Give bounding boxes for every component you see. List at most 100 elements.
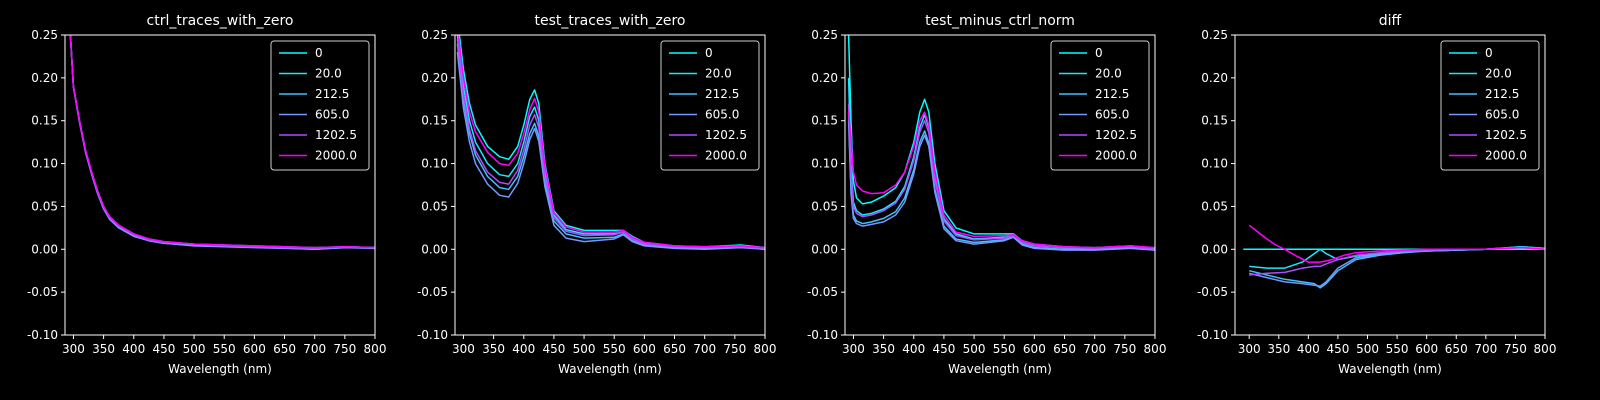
- x-tick-label: 450: [1326, 342, 1349, 356]
- x-tick-label: 300: [62, 342, 85, 356]
- legend-entry: 20.0: [315, 67, 342, 81]
- y-tick-label: 0.00: [421, 242, 448, 256]
- panel-title: test_traces_with_zero: [535, 13, 686, 29]
- x-tick-label: 800: [754, 342, 777, 356]
- axes-frame: [844, 34, 1156, 336]
- x-tick-label: 400: [902, 342, 925, 356]
- x-tick-label: 650: [273, 342, 296, 356]
- x-tick-label: 350: [92, 342, 115, 356]
- x-tick-label: 450: [152, 342, 175, 356]
- y-tick-label: 0.25: [1201, 28, 1228, 42]
- plot-area: [456, 35, 765, 251]
- axes-frame: [454, 34, 766, 336]
- legend-entry: 0: [1485, 46, 1493, 60]
- legend-entry: 1202.5: [315, 128, 357, 142]
- x-tick-label: 350: [872, 342, 895, 356]
- panel-test-minus-ctrl: test_minus_ctrl_norm -0.10 -0.05 0.00 0.05 0…: [807, 13, 1167, 376]
- legend-entry: 212.5: [705, 87, 739, 101]
- y-tick-label: 0.25: [421, 28, 448, 42]
- y-tick-label: 0.10: [811, 157, 838, 171]
- plot-area: [847, 35, 1155, 251]
- x-tick-label: 600: [633, 342, 656, 356]
- x-tick-label: 400: [1297, 342, 1320, 356]
- y-tick-label: -0.05: [27, 285, 58, 299]
- legend-entry: 2000.0: [1095, 149, 1137, 163]
- legend-entry: 20.0: [705, 67, 732, 81]
- legend-entry: 0: [705, 46, 713, 60]
- y-tick-label: -0.10: [27, 328, 58, 342]
- legend-entry: 212.5: [315, 87, 349, 101]
- axis-ticks: -0.10 -0.05 0.00 0.05 0.10 0.15 0.20 0.25 300 350…: [417, 28, 777, 356]
- legend-entry: 20.0: [1095, 67, 1122, 81]
- x-tick-label: 500: [963, 342, 986, 356]
- x-tick-label: 700: [303, 342, 326, 356]
- legend: 0 20.0 212.5 605.0 1202.5 2000.0: [1050, 40, 1150, 171]
- panel-ctrl-traces: ctrl_traces_with_zero -0.10 -0.05 0.00 0.05…: [27, 13, 387, 376]
- plot-area: [1243, 224, 1545, 289]
- legend-entry: 1202.5: [705, 128, 747, 142]
- legend-entry: 605.0: [1485, 108, 1519, 122]
- y-tick-label: 0.10: [421, 157, 448, 171]
- x-tick-label: 550: [603, 342, 626, 356]
- y-tick-label: 0.10: [1201, 157, 1228, 171]
- x-axis-label: Wavelength (nm): [948, 362, 1052, 376]
- y-tick-label: 0.25: [31, 28, 58, 42]
- x-axis-label: Wavelength (nm): [168, 362, 272, 376]
- y-tick-label: 0.00: [1201, 242, 1228, 256]
- x-tick-label: 350: [482, 342, 505, 356]
- y-tick-label: 0.15: [31, 114, 58, 128]
- legend-entry: 1202.5: [1485, 128, 1527, 142]
- x-tick-label: 750: [333, 342, 356, 356]
- x-tick-label: 750: [1504, 342, 1527, 356]
- panel-title: test_minus_ctrl_norm: [925, 13, 1075, 29]
- panel-diff: diff -0.10 -0.05 0.00 0.05 0.10 0.15 0.20 0.25 3…: [1197, 13, 1557, 376]
- legend: 0 20.0 212.5 605.0 1202.5 2000.0: [660, 40, 760, 171]
- x-tick-label: 650: [1053, 342, 1076, 356]
- x-tick-label: 500: [1356, 342, 1379, 356]
- x-tick-label: 600: [1023, 342, 1046, 356]
- y-tick-label: 0.15: [811, 114, 838, 128]
- x-tick-label: 650: [663, 342, 686, 356]
- axis-ticks: -0.10 -0.05 0.00 0.05 0.10 0.15 0.20 0.25 300 350…: [1197, 28, 1557, 356]
- x-tick-label: 400: [122, 342, 145, 356]
- x-tick-label: 300: [842, 342, 865, 356]
- x-tick-label: 700: [693, 342, 716, 356]
- legend-entry: 20.0: [1485, 67, 1512, 81]
- y-tick-label: 0.05: [811, 199, 838, 213]
- panel-test-traces: test_traces_with_zero -0.10 -0.05 0.00 0.05…: [417, 13, 777, 376]
- legend-entry: 605.0: [705, 108, 739, 122]
- y-tick-label: -0.05: [417, 285, 448, 299]
- x-tick-label: 400: [512, 342, 535, 356]
- x-tick-label: 800: [364, 342, 387, 356]
- legend-entry: 605.0: [315, 108, 349, 122]
- series-line-3: [847, 120, 1155, 251]
- y-tick-label: -0.05: [1197, 285, 1228, 299]
- y-tick-label: 0.20: [1201, 71, 1228, 85]
- x-tick-label: 800: [1534, 342, 1557, 356]
- legend-entry: 1202.5: [1095, 128, 1137, 142]
- legend-entry: 212.5: [1485, 87, 1519, 101]
- y-tick-label: -0.10: [417, 328, 448, 342]
- panel-title: ctrl_traces_with_zero: [147, 13, 294, 29]
- series-line-2: [847, 112, 1155, 251]
- series-line-5: [1248, 224, 1545, 263]
- x-tick-label: 600: [243, 342, 266, 356]
- series-line-4: [456, 39, 765, 250]
- y-tick-label: 0.15: [421, 114, 448, 128]
- y-tick-label: 0.25: [811, 28, 838, 42]
- y-tick-label: 0.05: [31, 199, 58, 213]
- x-tick-label: 350: [1267, 342, 1290, 356]
- x-tick-label: 650: [1445, 342, 1468, 356]
- plot-area: [69, 35, 375, 251]
- y-tick-label: 0.15: [1201, 114, 1228, 128]
- y-tick-label: -0.10: [1197, 328, 1228, 342]
- legend-entry: 605.0: [1095, 108, 1129, 122]
- axis-ticks: -0.10 -0.05 0.00 0.05 0.10 0.15 0.20 0.25 300 350…: [27, 28, 387, 356]
- y-tick-label: 0.10: [31, 157, 58, 171]
- y-tick-label: 0.20: [31, 71, 58, 85]
- legend: 0 20.0 212.5 605.0 1202.5 2000.0: [270, 40, 370, 171]
- legend-entry: 0: [315, 46, 323, 60]
- axes-frame: [64, 34, 376, 336]
- x-tick-label: 500: [573, 342, 596, 356]
